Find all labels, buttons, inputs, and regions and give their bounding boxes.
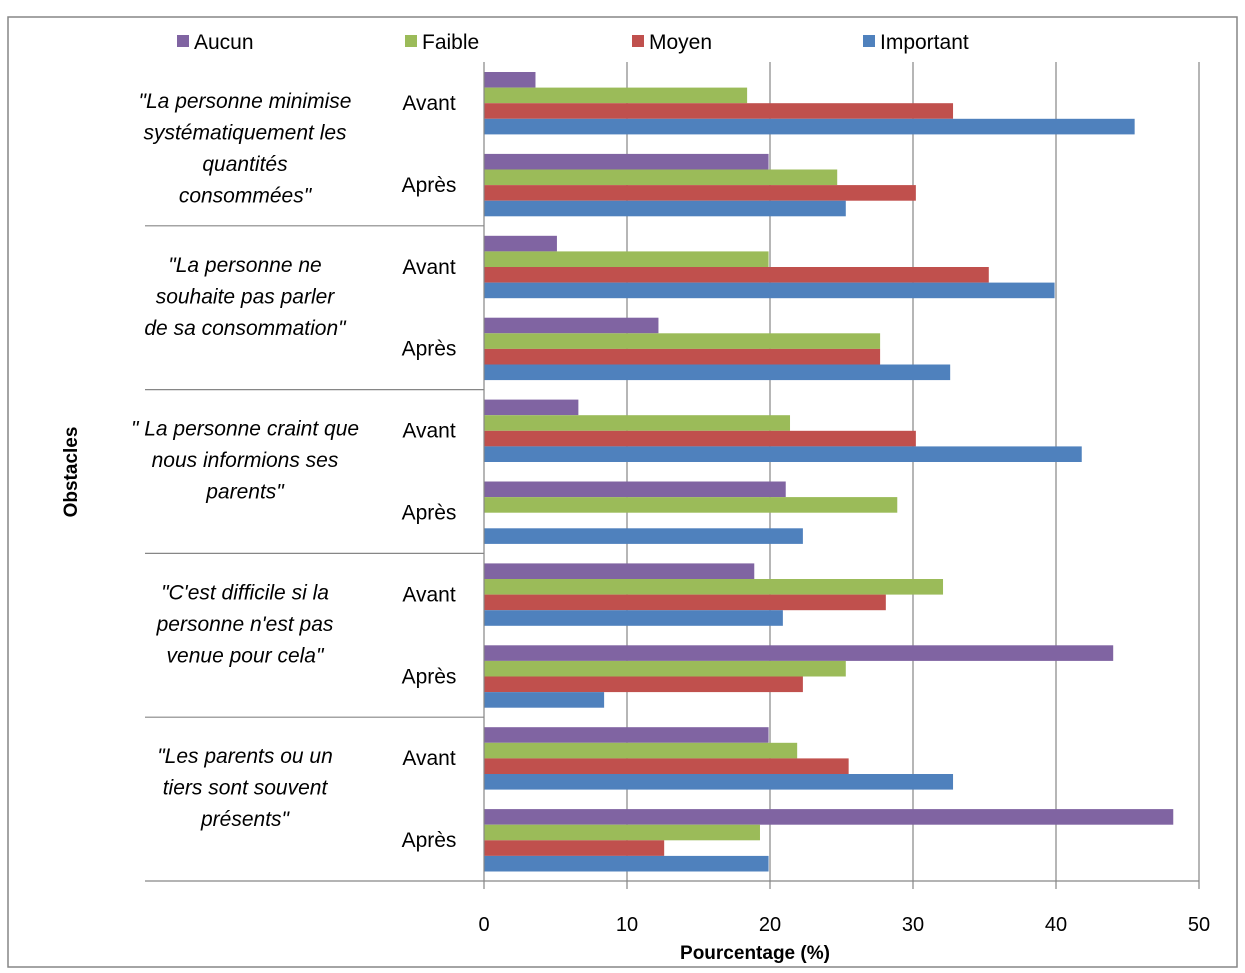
bar-faible (484, 415, 791, 431)
group-label: "Les parents ou un tiers sont souvent prés… (157, 745, 333, 831)
bar-moyen (484, 103, 954, 119)
group-label-line: de sa consommation" (144, 317, 347, 340)
period-label: Avant (402, 420, 455, 443)
legend-swatch (863, 35, 875, 47)
legend-item: Faible (405, 31, 479, 54)
x-tick-label: 30 (902, 914, 924, 936)
bar-faible (484, 660, 846, 677)
group-label-line: consommées" (179, 185, 313, 208)
bar-faible (484, 169, 838, 186)
bar-important (484, 528, 803, 544)
bar-aucun (484, 809, 1174, 825)
group-label-line: parents" (205, 481, 285, 504)
legend-item: Important (863, 31, 969, 54)
legend-label: Moyen (649, 31, 712, 54)
group-label-line: systématiquement les (143, 122, 347, 145)
group-label: " La personne craint que nous informions … (131, 418, 359, 504)
legend-label: Important (880, 31, 969, 54)
bar-aucun (484, 399, 579, 416)
bar-important (484, 774, 954, 790)
bar-faible (484, 742, 798, 759)
group-label-line: quantités (202, 153, 288, 176)
group-label-line: personne n'est pas (156, 613, 334, 636)
bar-important (484, 692, 605, 708)
period-label: Après (402, 665, 457, 688)
bars (484, 72, 1174, 872)
bar-faible (484, 497, 898, 513)
bar-moyen (484, 185, 916, 201)
bar-moyen (484, 758, 849, 774)
group-label: "La personne ne souhaite pas parler de sa … (144, 254, 347, 340)
legend-swatch (177, 35, 189, 47)
period-label: Après (402, 501, 457, 524)
bar-moyen (484, 594, 886, 611)
bar-aucun (484, 72, 536, 88)
period-label: Avant (402, 583, 455, 606)
period-label: Après (402, 338, 457, 361)
bar-important (484, 855, 769, 872)
group-label-line: "La personne ne (168, 254, 321, 277)
legend-swatch (632, 35, 644, 47)
bar-faible (484, 824, 760, 841)
legend-label: Faible (422, 31, 479, 54)
group-label-line: présents" (200, 808, 291, 831)
x-tick-label: 20 (759, 914, 781, 936)
bar-important (484, 282, 1055, 299)
group-label-line: souhaite pas parler (156, 285, 336, 308)
category-dividers (145, 225, 484, 718)
bar-important (484, 446, 1082, 462)
group-label-line: " La personne craint que (131, 418, 359, 441)
bar-important (484, 200, 846, 217)
bar-important (484, 364, 951, 381)
bar-faible (484, 333, 881, 349)
group-label-line: "Les parents ou un (157, 745, 333, 768)
bar-important (484, 610, 783, 626)
group-label: "La personne minimise systématiquement le… (139, 90, 352, 208)
bar-aucun (484, 481, 786, 498)
x-tick-label: 10 (616, 914, 638, 936)
bar-aucun (484, 153, 769, 170)
bar-faible (484, 579, 944, 595)
legend-item: Aucun (177, 31, 254, 54)
bar-aucun (484, 645, 1114, 661)
legend-label: Aucun (194, 31, 254, 54)
bar-important (484, 118, 1135, 135)
period-label: Après (402, 174, 457, 197)
x-tick-label: 50 (1188, 914, 1210, 936)
period-label: Avant (402, 747, 455, 770)
bar-moyen (484, 267, 989, 283)
legend-swatch (405, 35, 417, 47)
bar-aucun (484, 563, 755, 579)
group-label-line: venue pour cela" (167, 644, 325, 667)
group-labels: "La personne minimise systématiquement le… (131, 90, 359, 831)
period-label: Après (402, 829, 457, 852)
x-tick-label: 40 (1045, 914, 1067, 936)
period-label: Avant (402, 92, 455, 115)
group-label-line: "C'est difficile si la (161, 581, 329, 604)
legend: Aucun Faible Moyen Important (177, 31, 969, 54)
bar-moyen (484, 348, 881, 365)
bar-moyen (484, 676, 803, 693)
bar-faible (484, 251, 769, 267)
legend-item: Moyen (632, 31, 712, 54)
bar-aucun (484, 727, 769, 743)
group-label: "C'est difficile si la personne n'est pas… (156, 581, 334, 667)
period-label: Avant (402, 256, 455, 279)
bar-aucun (484, 235, 557, 252)
group-label-line: tiers sont souvent (163, 777, 329, 800)
group-label-line: "La personne minimise (139, 90, 352, 113)
period-labels: Avant Après Avant Après Avant Après Avant Après… (402, 92, 457, 852)
bar-faible (484, 87, 748, 104)
bar-aucun (484, 317, 659, 334)
x-tick-label: 0 (478, 914, 489, 936)
x-axis-title: Pourcentage (%) (680, 943, 830, 964)
bar-moyen (484, 430, 916, 447)
group-label-line: nous informions ses (152, 449, 339, 472)
bar-moyen (484, 840, 665, 856)
x-axis: 0 10 20 30 40 50 (145, 62, 1210, 936)
y-axis-title: Obstacles (61, 427, 82, 518)
